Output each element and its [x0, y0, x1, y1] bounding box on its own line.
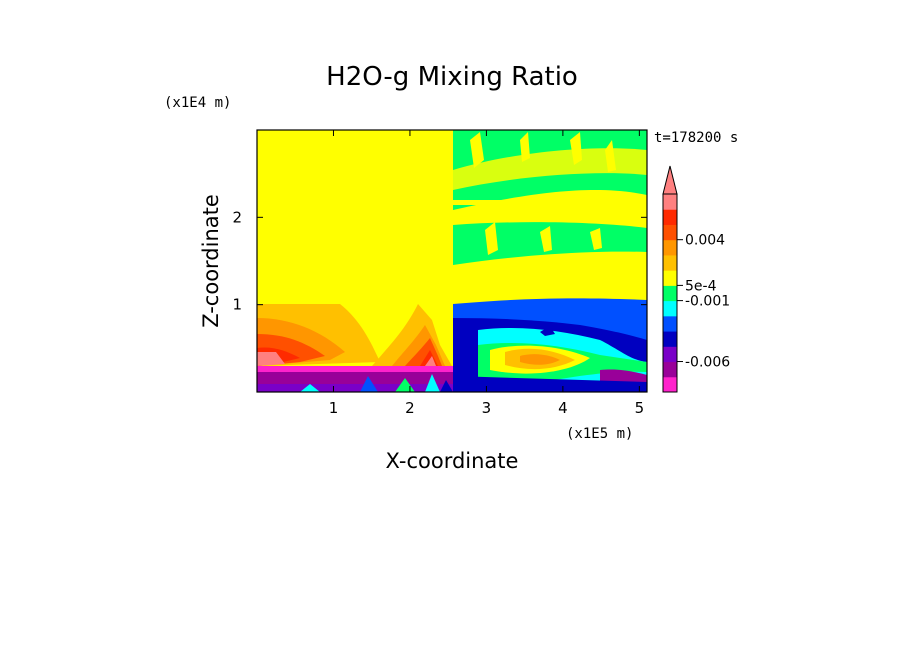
y-axis-ticks: 12: [232, 208, 647, 314]
x-unit-label: (x1E5 m): [566, 426, 633, 442]
surface-layer: [257, 366, 453, 392]
colorbar-swatch: [663, 376, 677, 393]
contour-field: [257, 130, 647, 392]
colorbar-swatch: [663, 300, 677, 317]
y-axis-label: Z-coordinate: [199, 194, 223, 328]
colorbar-frame: [662, 193, 678, 393]
colorbar-swatch: [663, 361, 677, 378]
colorbar-swatch: [663, 254, 677, 271]
colorbar-tick-label: -0.001: [685, 294, 730, 310]
colorbar-swatch: [663, 209, 677, 225]
y-unit-label: (x1E4 m): [164, 95, 231, 111]
x-axis-label: X-coordinate: [386, 449, 519, 473]
colorbar-swatch: [663, 270, 677, 286]
x-tick-label: 3: [482, 399, 492, 417]
colorbar-swatch: [663, 315, 677, 332]
x-tick-label: 5: [635, 399, 645, 417]
time-label: t=178200 s: [654, 130, 738, 146]
colorbar-extend-arrow: [662, 165, 678, 195]
colorbar-swatch: [663, 194, 677, 210]
lower-right-structure: [453, 298, 647, 392]
x-tick-label: 2: [405, 399, 415, 417]
colorbar-swatch: [663, 331, 677, 347]
colorbar-swatch: [663, 239, 677, 256]
colorbar-swatch: [663, 285, 677, 302]
upper-right-moisture-bands: [453, 130, 647, 265]
x-tick-label: 4: [558, 399, 568, 417]
colorbar-tick-label: 0.004: [685, 233, 725, 249]
colorbar-swatch: [663, 346, 677, 363]
x-axis-ticks: 1 2 3 4 5: [329, 130, 644, 417]
colorbar-tick-label: -0.006: [685, 355, 730, 371]
lower-left-plume: [257, 304, 452, 366]
y-tick-label: 2: [232, 208, 242, 226]
colorbar-tick-label: 5e-4: [685, 278, 717, 294]
plot-frame: [256, 129, 648, 393]
colorbar-swatch: [663, 224, 677, 241]
x-tick-label: 1: [329, 399, 339, 417]
chart-title: H2O-g Mixing Ratio: [326, 62, 578, 92]
y-tick-label: 1: [232, 296, 242, 314]
